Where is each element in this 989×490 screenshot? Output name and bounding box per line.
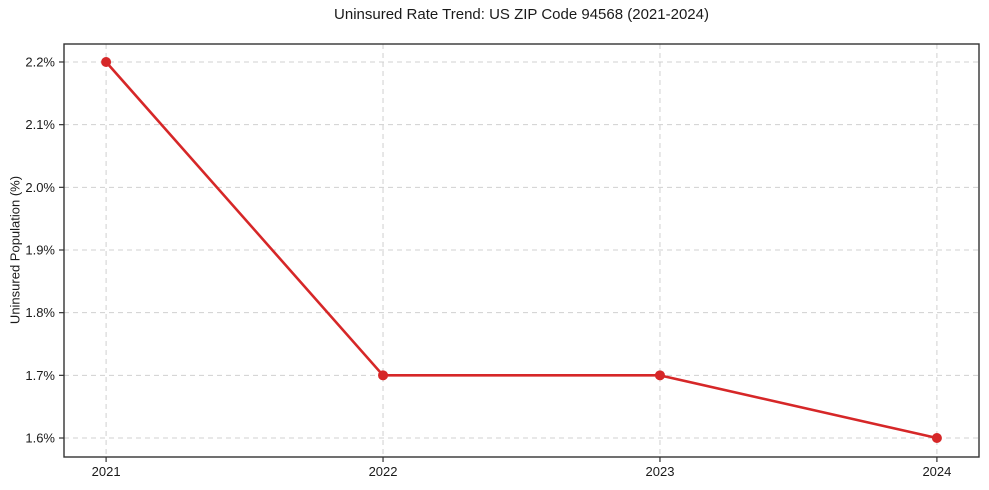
x-tick-label: 2022 bbox=[369, 464, 398, 479]
y-tick-label: 1.6% bbox=[25, 431, 55, 446]
data-point-2023 bbox=[654, 370, 665, 381]
trend-line bbox=[104, 60, 939, 440]
y-tick-label: 1.9% bbox=[25, 242, 55, 257]
y-tick-label: 2.0% bbox=[25, 180, 55, 195]
plot-border bbox=[63, 43, 980, 458]
y-tick-label: 2.1% bbox=[25, 117, 55, 132]
x-tick-label: 2023 bbox=[646, 464, 675, 479]
y-tick-label: 2.2% bbox=[25, 54, 55, 69]
x-tick-label: 2021 bbox=[92, 464, 121, 479]
data-point-2024 bbox=[931, 433, 942, 444]
y-tick-label: 1.8% bbox=[25, 305, 55, 320]
y-tick-label: 1.7% bbox=[25, 368, 55, 383]
chart-title: Uninsured Rate Trend: US ZIP Code 94568 … bbox=[334, 6, 709, 23]
data-point-2021 bbox=[101, 56, 112, 67]
x-tick-label: 2024 bbox=[922, 464, 951, 479]
data-point-2022 bbox=[378, 370, 389, 381]
